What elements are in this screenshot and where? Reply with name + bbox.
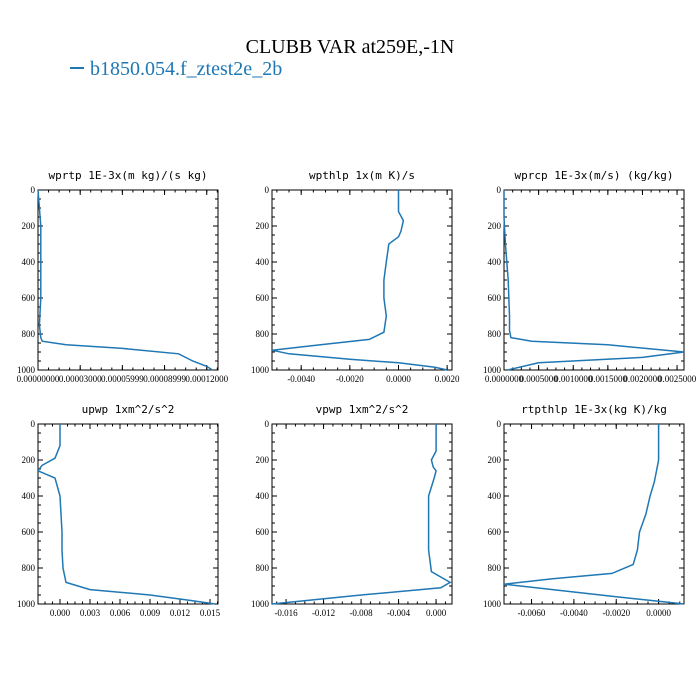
y-tick-label: 400 — [256, 257, 270, 267]
y-tick-label: 1000 — [17, 365, 36, 375]
y-tick-label: 600 — [488, 527, 502, 537]
x-tick-label: 0.015 — [200, 608, 221, 618]
y-tick-label: 1000 — [483, 365, 502, 375]
series-line-1 — [36, 424, 216, 605]
y-tick-label: 200 — [256, 221, 270, 231]
series-line-1 — [271, 424, 452, 605]
x-tick-label: -0.0020 — [336, 374, 364, 384]
y-tick-label: 200 — [22, 221, 36, 231]
y-tick-label: 0 — [31, 185, 36, 195]
plot-frame — [271, 189, 453, 371]
x-tick-label: -0.016 — [274, 608, 298, 618]
y-tick-label: 400 — [22, 257, 36, 267]
x-tick-label: 0.00003000 — [59, 374, 102, 384]
series-line-1 — [271, 190, 448, 371]
y-tick-label: 400 — [22, 491, 36, 501]
x-tick-label: 0.006 — [110, 608, 131, 618]
y-tick-label: 1000 — [483, 599, 502, 609]
legend: b1850.054.f_ztest2e_2b — [70, 58, 282, 81]
y-tick-label: 800 — [22, 563, 36, 573]
x-tick-label: 0.012 — [170, 608, 190, 618]
x-tick-label: -0.0040 — [560, 608, 588, 618]
x-tick-label: 0.0015000 — [589, 374, 628, 384]
x-tick-label: 0.00008999 — [143, 374, 186, 384]
panel-5: vpwp 1xm^2/s^2 0 200 400 600 800 1000 -0.016 -0.… — [251, 403, 453, 618]
y-tick-label: 600 — [22, 527, 36, 537]
y-tick-label: 800 — [256, 329, 270, 339]
y-tick-label: 1000 — [17, 599, 36, 609]
x-tick-label: -0.008 — [349, 608, 373, 618]
x-tick-label: 0.0000000 — [485, 374, 524, 384]
x-tick-label: 0.000 — [50, 608, 71, 618]
y-tick-label: 400 — [488, 491, 502, 501]
panel-3: wprcp 1E-3x(m/s) (kg/kg) 0 200 400 600 800 100… — [483, 169, 697, 384]
y-tick-label: 0 — [265, 419, 270, 429]
x-tick-label: 0.0025000 — [658, 374, 697, 384]
x-tick-label: 0.0010000 — [554, 374, 593, 384]
y-tick-label: 200 — [22, 455, 36, 465]
panel-title: wprtp 1E-3x(m kg)/(s kg) — [49, 169, 208, 182]
y-tick-label: 200 — [488, 221, 502, 231]
y-tick-label: 200 — [256, 455, 270, 465]
y-tick-label: 400 — [256, 491, 270, 501]
panel-title: wpthlp 1x(m K)/s — [309, 169, 415, 182]
x-tick-label: 0.0020000 — [623, 374, 662, 384]
x-tick-label: -0.012 — [312, 608, 335, 618]
x-tick-label: -0.0040 — [287, 374, 315, 384]
x-tick-label: 0.003 — [80, 608, 101, 618]
plot-frame — [503, 189, 685, 371]
chart-main-title: CLUBB VAR at259E,-1N — [245, 36, 455, 58]
x-tick-label: 0.0005000 — [519, 374, 558, 384]
y-tick-label: 0 — [497, 419, 502, 429]
x-tick-label: 0.009 — [140, 608, 161, 618]
x-tick-label: 0.00000000 — [17, 374, 60, 384]
y-tick-label: 0 — [265, 185, 270, 195]
legend-line-swatch — [70, 67, 84, 70]
legend-label: b1850.054.f_ztest2e_2b — [90, 58, 283, 80]
y-tick-label: 600 — [256, 527, 270, 537]
plot-frame — [271, 423, 453, 605]
x-tick-label: 0.000 — [426, 608, 447, 618]
y-tick-label: 800 — [488, 329, 502, 339]
y-tick-label: 800 — [22, 329, 36, 339]
series-line-1 — [503, 424, 685, 605]
panel-title: upwp 1xm^2/s^2 — [82, 403, 175, 416]
y-tick-label: 1000 — [251, 365, 270, 375]
series-line-1 — [37, 189, 213, 371]
plot-frame — [503, 423, 685, 605]
x-tick-label: 0.0000 — [386, 374, 411, 384]
panel-title: rtpthlp 1E-3x(kg K)/kg — [521, 403, 667, 416]
panel-4: upwp 1xm^2/s^2 0 200 400 600 800 1000 0.000 0.00… — [17, 403, 221, 618]
y-tick-label: 0 — [31, 419, 36, 429]
x-tick-label: 0.00012000 — [185, 374, 228, 384]
y-tick-label: 600 — [488, 293, 502, 303]
panel-2: wpthlp 1x(m K)/s 0 200 400 600 800 1000 -0.0040… — [251, 169, 460, 384]
x-tick-label: -0.004 — [387, 608, 411, 618]
y-tick-label: 1000 — [251, 599, 270, 609]
x-tick-label: -0.0060 — [518, 608, 546, 618]
x-tick-label: 0.00005999 — [101, 374, 144, 384]
y-tick-label: 600 — [22, 293, 36, 303]
y-tick-label: 200 — [488, 455, 502, 465]
y-tick-label: 0 — [497, 185, 502, 195]
series-line-1 — [503, 190, 685, 371]
y-tick-label: 800 — [256, 563, 270, 573]
panel-6: rtpthlp 1E-3x(kg K)/kg 0 200 400 600 800 1000 -… — [483, 403, 685, 618]
y-tick-label: 400 — [488, 257, 502, 267]
y-tick-label: 800 — [488, 563, 502, 573]
x-tick-label: 0.0020 — [435, 374, 460, 384]
x-tick-label: -0.0020 — [602, 608, 630, 618]
panel-title: wprcp 1E-3x(m/s) (kg/kg) — [515, 169, 674, 182]
plot-frame — [37, 423, 219, 605]
panel-title: vpwp 1xm^2/s^2 — [316, 403, 409, 416]
plot-frame — [37, 189, 219, 371]
y-tick-label: 600 — [256, 293, 270, 303]
panel-1: wprtp 1E-3x(m kg)/(s kg) 0 200 400 600 800 100… — [17, 169, 229, 384]
x-tick-label: 0.0000 — [646, 608, 671, 618]
